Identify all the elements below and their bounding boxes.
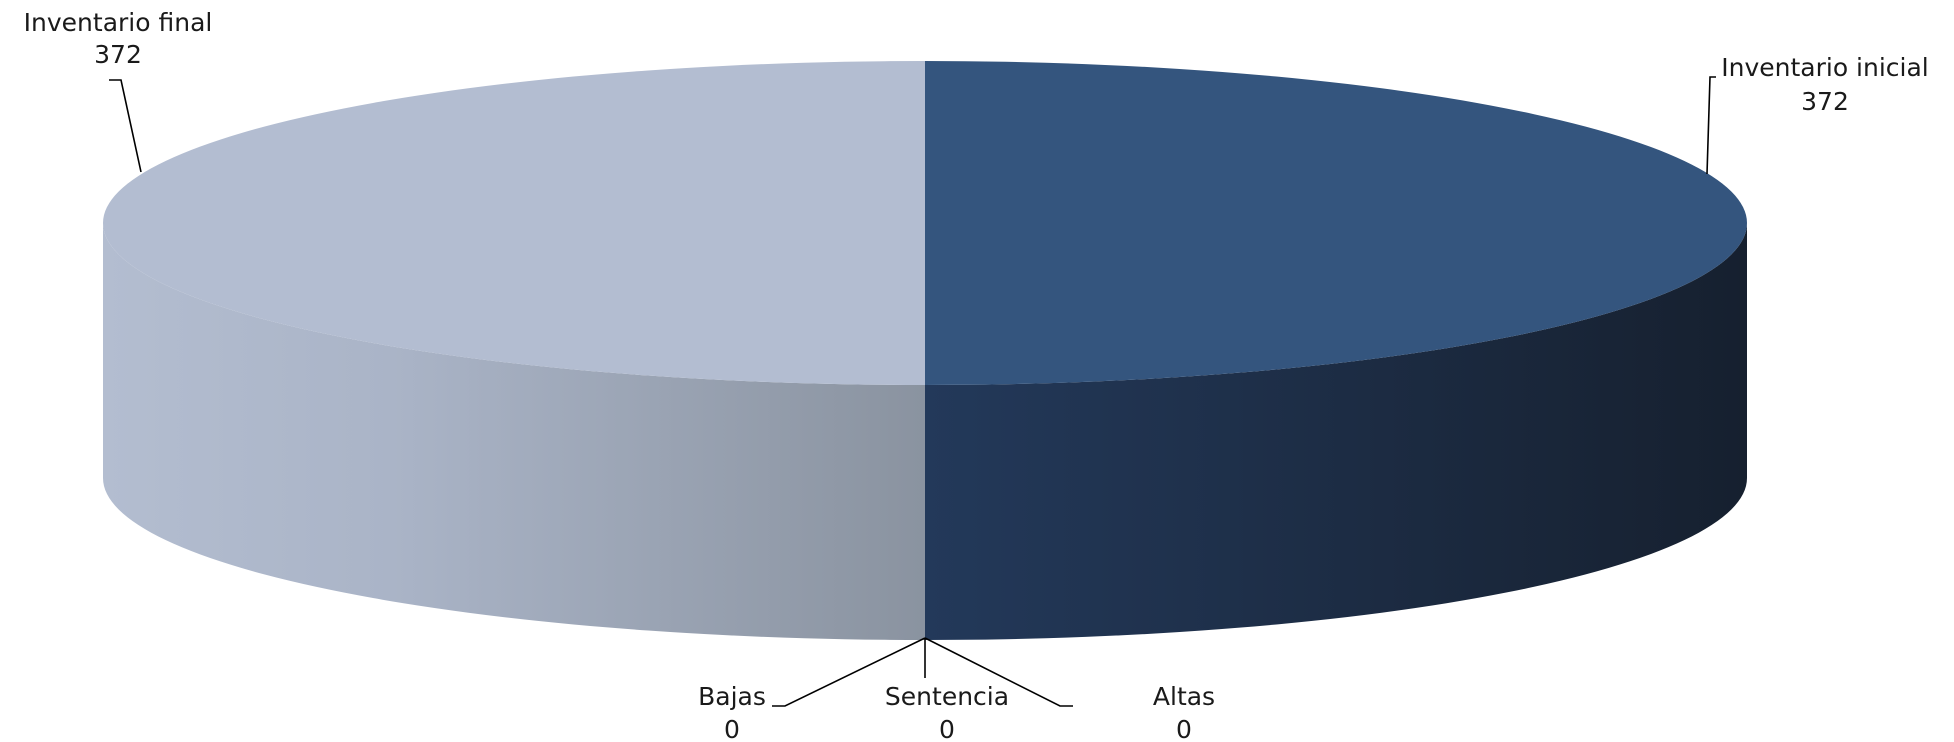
data-label-bajas: Bajas 0 <box>698 682 766 742</box>
leader-line-altas <box>924 637 1073 707</box>
slice-inventario-inicial <box>925 61 1747 385</box>
slice-side-inventario-inicial <box>925 223 1747 640</box>
leader-line-inventario-inicial <box>1706 76 1716 175</box>
slice-inventario-final <box>103 61 925 385</box>
leader-line-inventario-final <box>109 79 142 173</box>
data-label-inventario-final: Inventario final 372 <box>24 8 213 69</box>
label-name: Inventario inicial <box>1721 53 1929 82</box>
label-name: Inventario final <box>24 8 213 37</box>
slice-side-inventario-final <box>103 223 925 640</box>
data-label-inventario-inicial: Inventario inicial 372 <box>1721 53 1929 116</box>
label-value: 0 <box>939 715 955 742</box>
label-value: 372 <box>94 40 142 69</box>
label-name: Sentencia <box>885 682 1009 711</box>
label-name: Altas <box>1153 682 1215 711</box>
leader-line-bajas <box>772 637 926 707</box>
label-value: 0 <box>1176 715 1192 742</box>
label-value: 0 <box>724 715 740 742</box>
data-label-altas: Altas 0 <box>1153 682 1215 742</box>
label-name: Bajas <box>698 682 766 711</box>
data-label-sentencia: Sentencia 0 <box>885 682 1009 742</box>
label-value: 372 <box>1801 87 1849 116</box>
